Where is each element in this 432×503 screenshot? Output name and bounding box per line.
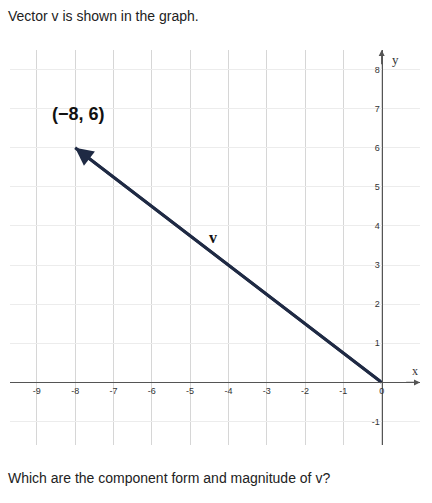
svg-text:-2: -2 <box>301 386 309 396</box>
svg-text:-5: -5 <box>186 386 194 396</box>
svg-text:7: 7 <box>375 104 380 114</box>
svg-text:-1: -1 <box>372 417 380 427</box>
svg-text:(−8, 6): (−8, 6) <box>52 104 105 124</box>
svg-text:-7: -7 <box>109 386 117 396</box>
svg-text:y: y <box>392 52 399 67</box>
svg-text:-1: -1 <box>339 386 347 396</box>
svg-text:v: v <box>209 229 217 246</box>
svg-text:-6: -6 <box>148 386 156 396</box>
svg-text:1: 1 <box>375 338 380 348</box>
svg-text:5: 5 <box>375 182 380 192</box>
svg-text:x: x <box>412 364 418 378</box>
svg-text:-8: -8 <box>71 386 79 396</box>
svg-text:8: 8 <box>375 65 380 75</box>
html-text:Which are the component form a: Which are the component form and magnitu… <box>8 470 331 486</box>
svg-text:2: 2 <box>375 299 380 309</box>
svg-text:-4: -4 <box>224 386 232 396</box>
svg-text:4: 4 <box>375 221 380 231</box>
svg-text:6: 6 <box>375 143 380 153</box>
svg-text:-3: -3 <box>263 386 271 396</box>
svg-text:3: 3 <box>375 260 380 270</box>
svg-text:-9: -9 <box>33 386 41 396</box>
html-text:Vector v is shown in the graph: Vector v is shown in the graph. <box>8 8 199 24</box>
svg-text:0: 0 <box>379 386 384 396</box>
